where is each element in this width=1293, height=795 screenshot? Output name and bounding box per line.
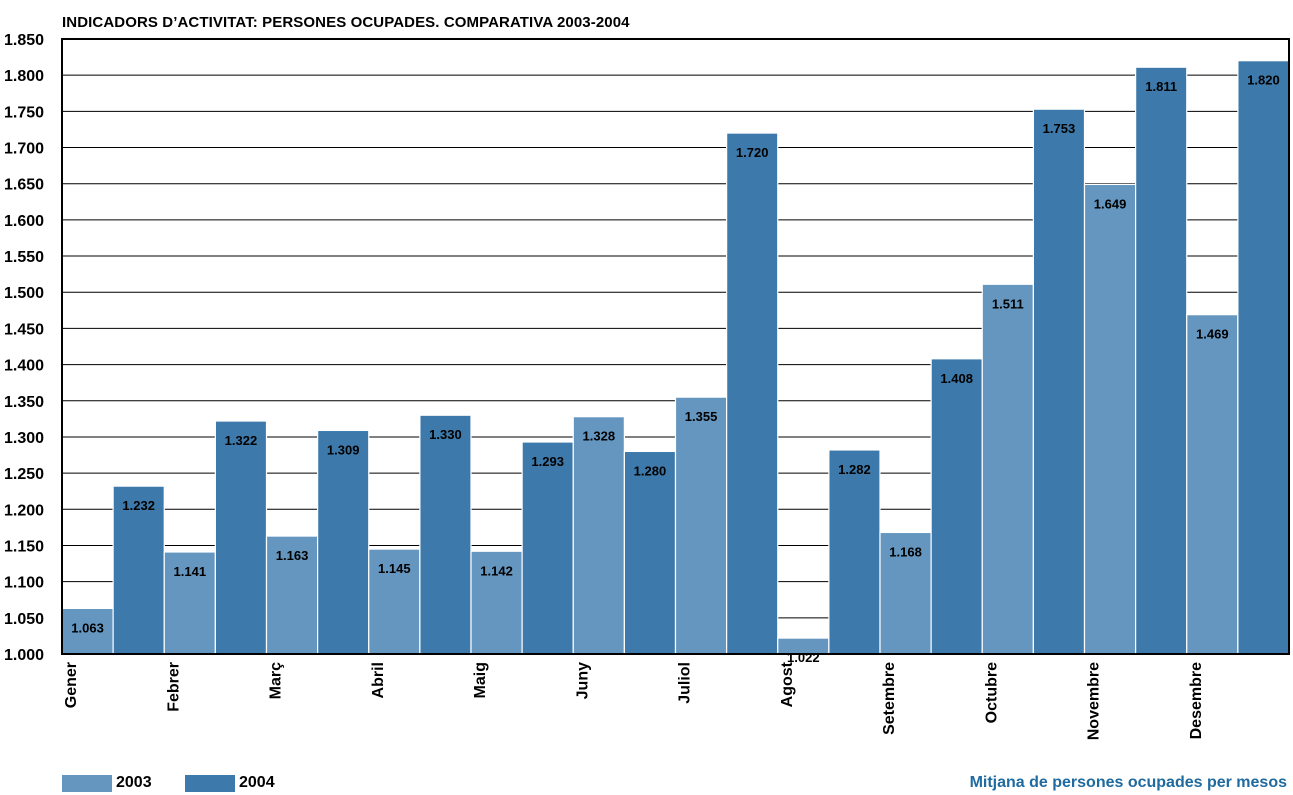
- y-tick-label: 1.200: [4, 502, 44, 519]
- data-label: 1.141: [174, 564, 207, 579]
- y-tick-label: 1.400: [4, 358, 44, 375]
- data-label: 1.063: [71, 620, 104, 635]
- legend-swatch-2004: [185, 774, 235, 792]
- data-label: 1.328: [583, 429, 616, 444]
- data-label: 1.720: [736, 145, 769, 160]
- data-label: 1.820: [1247, 73, 1280, 88]
- x-tick-label: Febrer: [165, 662, 182, 712]
- x-tick-label: Abril: [370, 662, 387, 698]
- x-tick-label: Juliol: [677, 662, 694, 704]
- bar-2004-abril: [419, 414, 472, 655]
- data-label: 1.511: [992, 296, 1024, 311]
- bar-2004-desembre: [1237, 60, 1290, 655]
- data-label: 1.355: [685, 409, 718, 424]
- bar-2004-setembre: [930, 358, 983, 655]
- legend-swatch-2003: [62, 774, 112, 792]
- y-tick-label: 1.600: [4, 213, 44, 230]
- legend-item-2004: 2004: [185, 773, 275, 793]
- bar-2004-febrer: [214, 420, 268, 655]
- y-tick-label: 1.550: [4, 249, 44, 266]
- data-label: 1.649: [1094, 196, 1127, 211]
- y-tick-label: 1.800: [4, 68, 44, 85]
- x-tick-label: Maig: [472, 662, 489, 698]
- legend-item-2003: 2003: [62, 773, 152, 793]
- bar-2004-octubre: [1032, 108, 1086, 655]
- y-tick-label: 1.050: [4, 611, 44, 628]
- bar-2003-juny: [572, 416, 625, 655]
- y-tick-label: 1.350: [4, 394, 44, 411]
- bar-2003-juliol: [674, 396, 728, 655]
- bar-2004-juliol: [726, 132, 779, 655]
- x-tick-label: Setembre: [881, 662, 898, 735]
- bar-2003-setembre: [879, 531, 932, 655]
- bar-2004-juny: [623, 450, 677, 655]
- data-label: 1.142: [480, 563, 513, 578]
- y-tick-label: 1.850: [4, 32, 44, 49]
- data-label: 1.330: [429, 427, 462, 442]
- data-label: 1.282: [838, 462, 871, 477]
- data-label: 1.163: [276, 548, 309, 563]
- x-tick-label: Novembre: [1086, 662, 1103, 740]
- x-tick-label: Agost: [779, 661, 796, 707]
- y-tick-label: 1.650: [4, 177, 44, 194]
- y-tick-label: 1.750: [4, 104, 44, 121]
- x-tick-label: Gener: [63, 662, 80, 708]
- y-tick-label: 1.500: [4, 285, 44, 302]
- bar-2003-abril: [368, 548, 421, 655]
- data-label: 1.322: [225, 433, 258, 448]
- plot-frame: [61, 38, 1290, 655]
- bar-2004-març: [317, 429, 370, 655]
- data-label: 1.408: [940, 371, 973, 386]
- bar-2003-març: [265, 535, 319, 655]
- data-label: 1.811: [1145, 79, 1177, 94]
- data-label: 1.293: [531, 454, 564, 469]
- bar-2004-agost: [828, 449, 881, 655]
- x-tick-label: Octubre: [983, 662, 1000, 723]
- x-tick-label: Juny: [574, 662, 591, 699]
- data-label: 1.753: [1043, 121, 1076, 136]
- bar-2004-novembre: [1135, 66, 1188, 655]
- data-label: 1.145: [378, 561, 411, 576]
- data-label: 1.168: [889, 544, 922, 559]
- bar-2003-novembre: [1083, 183, 1137, 655]
- y-tick-label: 1.450: [4, 321, 44, 338]
- data-label: 1.469: [1196, 327, 1229, 342]
- bar-2003-desembre: [1186, 314, 1239, 655]
- data-label: 1.309: [327, 442, 360, 457]
- x-tick-label: Desembre: [1188, 662, 1205, 739]
- y-tick-label: 1.700: [4, 141, 44, 158]
- data-label: 1.232: [122, 498, 155, 513]
- chart-title: INDICADORS D’ACTIVITAT: PERSONES OCUPADE…: [62, 14, 630, 31]
- bar-2003-octubre: [981, 283, 1034, 655]
- y-tick-label: 1.100: [4, 575, 44, 592]
- bar-2003-maig: [470, 550, 523, 655]
- x-tick-label: Març: [268, 662, 285, 699]
- legend-label-2004: 2004: [239, 774, 275, 791]
- bar-2004-maig: [521, 441, 574, 655]
- legend-label-2003: 2003: [116, 774, 152, 791]
- chart-caption: Mitjana de persones ocupades per mesos: [969, 774, 1287, 791]
- y-tick-label: 1.300: [4, 430, 44, 447]
- y-tick-label: 1.150: [4, 538, 44, 555]
- y-tick-label: 1.250: [4, 466, 44, 483]
- data-label: 1.280: [634, 463, 667, 478]
- y-tick-label: 1.000: [4, 647, 44, 664]
